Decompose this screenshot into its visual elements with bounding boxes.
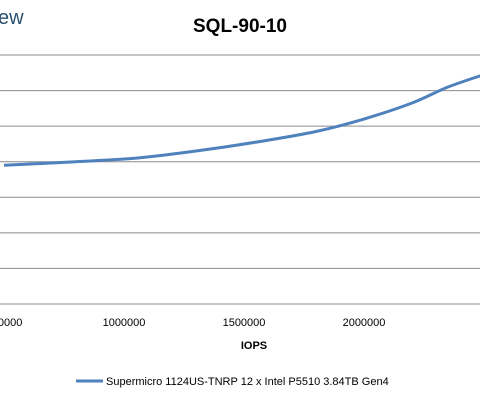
series-layer [3,74,480,167]
x-tick-label: 500000 [0,317,22,329]
logo-text: ew [0,7,24,29]
x-tick-label: 1500000 [223,317,266,329]
x-tick-label: 1000000 [103,317,146,329]
legend-label: Supermicro 1124US-TNRP 12 x Intel P5510 … [106,376,389,388]
x-axis: 500000 1000000 1500000 2000000 [0,303,480,329]
chart-title: SQL-90-10 [193,16,287,37]
series-line [3,74,480,167]
x-tick-label: 2000000 [343,317,386,329]
legend: Supermicro 1124US-TNRP 12 x Intel P5510 … [76,376,389,388]
x-axis-title: IOPS [241,340,267,352]
